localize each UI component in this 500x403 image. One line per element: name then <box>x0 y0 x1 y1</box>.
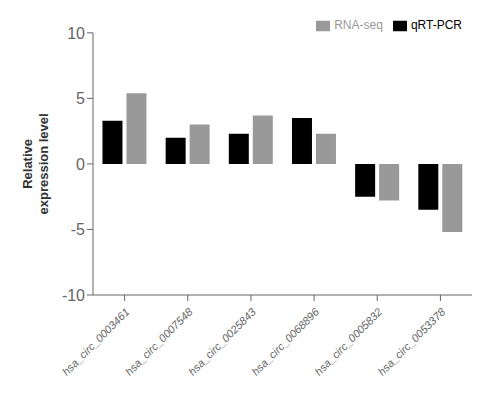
svg-text:-10: -10 <box>62 287 85 304</box>
svg-text:hsa_circ_0068896: hsa_circ_0068896 <box>249 305 322 378</box>
svg-text:10: 10 <box>67 25 85 42</box>
svg-text:Relativeexpression level: Relativeexpression level <box>20 113 51 214</box>
html-text:qRT-PCR: qRT-PCR <box>410 18 462 32</box>
html-text:RNA-seq: RNA-seq <box>334 18 383 32</box>
svg-text:5: 5 <box>76 90 85 107</box>
svg-text:hsa_circ_0007548: hsa_circ_0007548 <box>123 305 196 378</box>
svg-text:0: 0 <box>76 156 85 173</box>
svg-text:hsa_circ_0053378: hsa_circ_0053378 <box>375 305 448 378</box>
svg-text:-5: -5 <box>71 221 85 238</box>
svg-text:hsa_circ_0003461: hsa_circ_0003461 <box>60 306 132 378</box>
svg-text:hsa_circ_0005832: hsa_circ_0005832 <box>312 306 384 378</box>
svg-text:hsa_circ_0025843: hsa_circ_0025843 <box>186 305 259 378</box>
